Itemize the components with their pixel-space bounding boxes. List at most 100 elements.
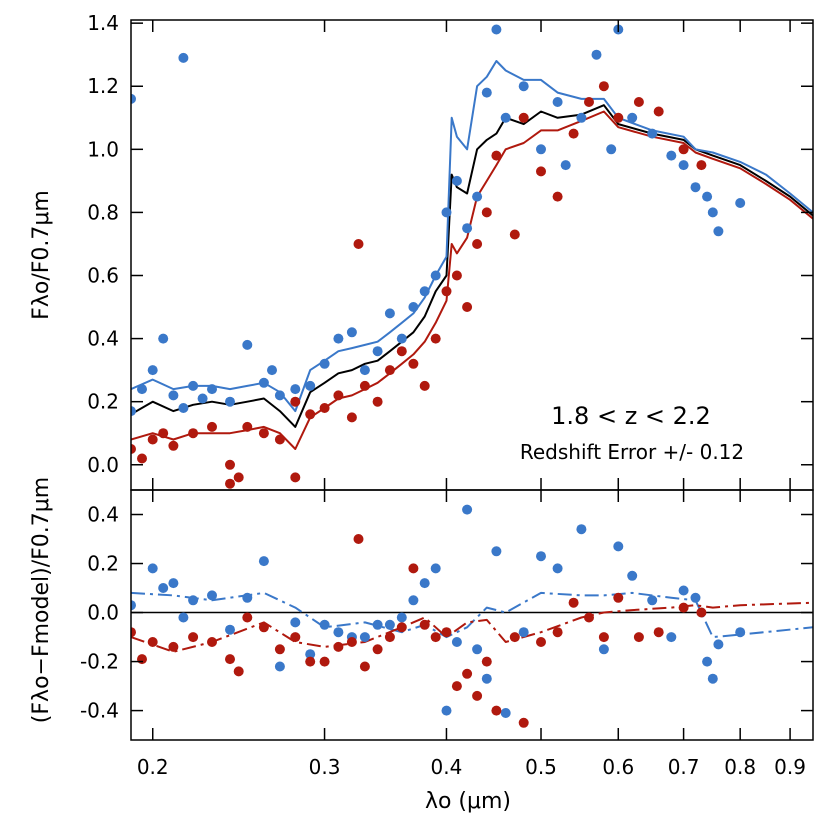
bottom-residuals-blue-point [305, 649, 316, 660]
bottom-y-tick-label: 0.4 [87, 503, 119, 527]
bottom-residuals-red-point [225, 654, 235, 665]
bottom-residuals-blue-point [500, 708, 511, 718]
top-observed-blue-point [346, 327, 357, 338]
redshift-error-annotation: Redshift Error +/- 0.12 [520, 440, 744, 464]
bottom-residuals-blue-point [536, 551, 546, 562]
top-observed-blue-point [131, 406, 136, 417]
top-observed-red-point [568, 128, 579, 139]
top-observed-blue-point [735, 198, 746, 208]
top-observed-blue-point [178, 403, 189, 413]
bottom-residuals-blue-point [518, 627, 529, 638]
top-observed-blue-point [319, 358, 330, 369]
top-observed-blue-point [666, 150, 677, 161]
bottom-residuals-red-point [319, 656, 330, 667]
top-observed-blue-point [147, 365, 158, 376]
bottom-residuals-red-point [518, 717, 529, 728]
bottom-residuals-red-point [131, 627, 136, 638]
bottom-residuals-red-point [653, 627, 664, 638]
bottom-residuals-blue-point [419, 578, 430, 589]
top-y-tick-label: 0.2 [87, 390, 119, 414]
bottom-residuals-red-point [451, 681, 462, 692]
bottom-residuals-red-point [568, 597, 579, 608]
top-observed-blue-point [472, 191, 483, 202]
top-observed-blue-point [713, 226, 724, 237]
bottom-residuals-red-point [333, 641, 344, 652]
bottom-residuals-blue-point [242, 592, 253, 603]
bottom-residuals-blue-point [707, 673, 718, 684]
top-observed-blue-point [158, 333, 169, 344]
top-observed-red-point [274, 434, 285, 445]
top-observed-red-point [242, 421, 253, 432]
bottom-frame [130, 489, 814, 741]
bottom-residuals-red-point [346, 637, 357, 647]
bottom-residuals-red-point [552, 627, 563, 638]
bottom-residuals-red-point [207, 637, 217, 647]
top-panel: 0.0 0.2 0.4 0.6 0.8 1.0 1.2 1.4 [87, 11, 814, 491]
top-observed-red-point [419, 380, 430, 391]
top-observed-red-point [384, 365, 395, 376]
top-observed-red-point [552, 191, 563, 202]
top-observed-red-point [290, 396, 301, 407]
top-observed-blue-point [188, 380, 199, 391]
bottom-residuals-blue-point [647, 595, 658, 606]
bottom-residuals-red-point [147, 637, 158, 647]
top-observed-blue-point [396, 333, 407, 344]
bottom-residuals-blue-point [408, 595, 419, 606]
top-y-tick-label: 1.0 [87, 137, 119, 161]
bottom-y-tick-label: 0.0 [87, 601, 119, 625]
top-observed-blue-point [419, 286, 430, 297]
bottom-residuals-blue-point [396, 612, 407, 623]
bottom-residuals-red-point [384, 632, 395, 643]
top-observed-blue-point [536, 144, 546, 155]
bottom-residuals-blue-point [359, 632, 370, 643]
top-observed-red-point [491, 150, 502, 161]
top-observed-blue-point [481, 87, 492, 98]
bottom-residuals-blue-point [481, 673, 492, 684]
top-observed-red-point [168, 440, 179, 451]
top-observed-red-point [319, 403, 330, 413]
bottom-residuals-blue-point [702, 656, 713, 667]
bottom-residuals-red-point [472, 690, 483, 701]
bottom-residuals-blue-point [735, 627, 746, 638]
top-observed-red-point [481, 207, 492, 218]
top-observed-red-point [598, 81, 609, 92]
bottom-residuals-blue-point [576, 524, 587, 535]
bottom-residuals-blue-point [131, 600, 136, 611]
top-observed-red-point [188, 428, 199, 439]
bottom-residuals-blue-point [472, 644, 483, 655]
top-observed-red-point [359, 380, 370, 391]
top-observed-blue-point [518, 81, 529, 92]
top-observed-red-point [518, 112, 529, 123]
x-tick-label: 0.4 [431, 755, 463, 779]
bottom-residuals-blue-point [372, 619, 383, 630]
bottom-residuals-red-point [305, 656, 316, 667]
bottom-residuals-red-point [491, 705, 502, 716]
top-observed-blue-point [242, 339, 253, 350]
top-observed-red-point [346, 412, 357, 423]
top-plot-area [131, 24, 813, 489]
bottom-residuals-red-point [290, 632, 301, 643]
top-observed-red-point [158, 428, 169, 439]
top-observed-blue-point [305, 380, 316, 391]
top-observed-blue-point [591, 49, 602, 60]
top-observed-red-point [430, 333, 441, 344]
bottom-residuals-red-point [481, 656, 492, 667]
top-observed-blue-point [576, 112, 587, 123]
bottom-residuals-blue-point [598, 644, 609, 655]
top-observed-blue-point [430, 270, 441, 281]
top-observed-blue-point [647, 128, 658, 139]
top-observed-red-point [653, 106, 664, 117]
top-observed-red-point [678, 144, 689, 155]
bottom-residuals-red-point [419, 619, 430, 630]
x-tick-label: 0.7 [668, 755, 700, 779]
top-y-tick-label: 0.6 [87, 264, 119, 288]
top-observed-blue-point [441, 207, 452, 218]
bottom-y-tick-label: -0.4 [80, 699, 119, 723]
top-y-tick-label: 1.2 [87, 74, 119, 98]
bottom-residuals-red-point [233, 666, 244, 677]
top-observed-red-point [408, 358, 419, 369]
top-observed-blue-point [207, 384, 217, 395]
bottom-residuals-blue-point [333, 627, 344, 638]
